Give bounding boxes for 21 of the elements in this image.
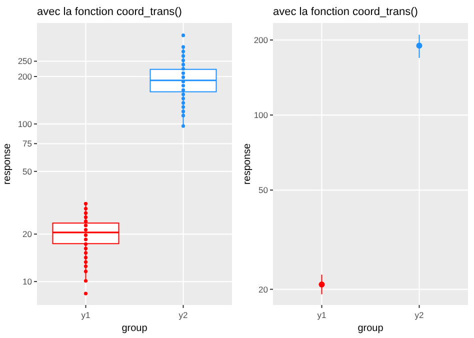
y-axis-title: response (2, 142, 13, 185)
y-tick-label: 200 (18, 71, 32, 82)
y-tick-label: 20 (258, 284, 268, 294)
x-tick-label: y1 (317, 310, 327, 320)
y-tick-label: 50 (22, 166, 32, 176)
y-tick-label: 250 (18, 56, 32, 66)
x-tick-label: y2 (414, 310, 424, 320)
y-tick-label: 50 (258, 185, 268, 196)
chart-title: avec la fonction coord_trans() (37, 6, 182, 18)
x-tick-label: y2 (178, 310, 188, 320)
chart-title: avec la fonction coord_trans() (273, 6, 418, 18)
x-axis-title: group (122, 323, 148, 334)
y-tick-label: 100 (254, 110, 268, 120)
x-tick-label: y1 (81, 310, 91, 320)
y-tick-label: 20 (22, 229, 32, 240)
y-tick-label: 200 (254, 34, 268, 45)
y-axis-title: response (242, 142, 253, 185)
y-tick-label: 75 (22, 138, 32, 149)
x-axis-title: group (358, 323, 384, 334)
y-tick-label: 10 (22, 276, 32, 287)
y-tick-label: 100 (18, 118, 32, 129)
